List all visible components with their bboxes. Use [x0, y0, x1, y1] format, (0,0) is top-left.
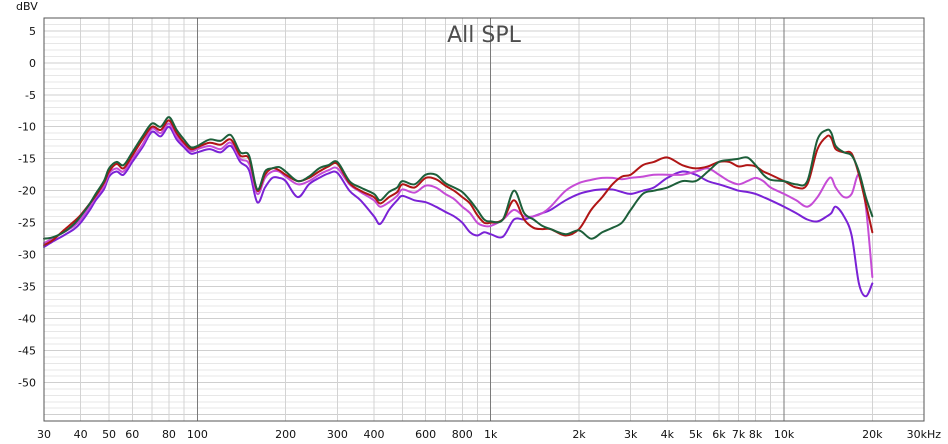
x-tick-label: 60	[125, 428, 139, 441]
x-tick-label: 20k	[862, 428, 883, 441]
x-tick-label: 100	[187, 428, 208, 441]
y-axis-unit-label: dBV	[16, 0, 38, 13]
x-tick-label: 3k	[624, 428, 638, 441]
y-tick-label: -5	[25, 89, 36, 102]
x-tick-label: 30	[37, 428, 51, 441]
y-tick-label: -20	[18, 185, 36, 198]
x-tick-label: 300	[327, 428, 348, 441]
x-tick-label: 400	[363, 428, 384, 441]
y-tick-label: -10	[18, 121, 36, 134]
x-tick-label: 8k	[749, 428, 763, 441]
plot-frame	[43, 17, 925, 422]
x-tick-label: 800	[452, 428, 473, 441]
x-tick-label: 5k	[689, 428, 703, 441]
chart-title: All SPL	[447, 23, 521, 48]
series-line	[43, 122, 874, 279]
x-tick-label: 10k	[774, 428, 795, 441]
x-tick-label: 40	[74, 428, 88, 441]
series-layer	[43, 116, 874, 298]
y-tick-label: -25	[18, 217, 36, 230]
x-tick-label: 2k	[572, 428, 586, 441]
x-tick-label: 30kHz	[907, 428, 942, 441]
y-tick-label: 0	[29, 57, 36, 70]
y-tick-label: -50	[18, 377, 36, 390]
y-tick-label: -15	[18, 153, 36, 166]
x-tick-label: 4k	[661, 428, 675, 441]
y-tick-label: -30	[18, 249, 36, 262]
x-tick-label: 7k	[732, 428, 746, 441]
y-tick-label: 5	[29, 25, 36, 38]
y-tick-label: -45	[18, 345, 36, 358]
series-line	[43, 125, 874, 298]
series-line	[43, 116, 874, 240]
x-tick-label: 50	[102, 428, 116, 441]
x-tick-label: 1k	[484, 428, 498, 441]
x-tick-label: 6k	[712, 428, 726, 441]
x-tick-label: 600	[415, 428, 436, 441]
y-tick-label: -40	[18, 313, 36, 326]
x-tick-label: 200	[275, 428, 296, 441]
x-tick-label: 80	[162, 428, 176, 441]
y-tick-label: -35	[18, 281, 36, 294]
series-line	[43, 119, 874, 247]
